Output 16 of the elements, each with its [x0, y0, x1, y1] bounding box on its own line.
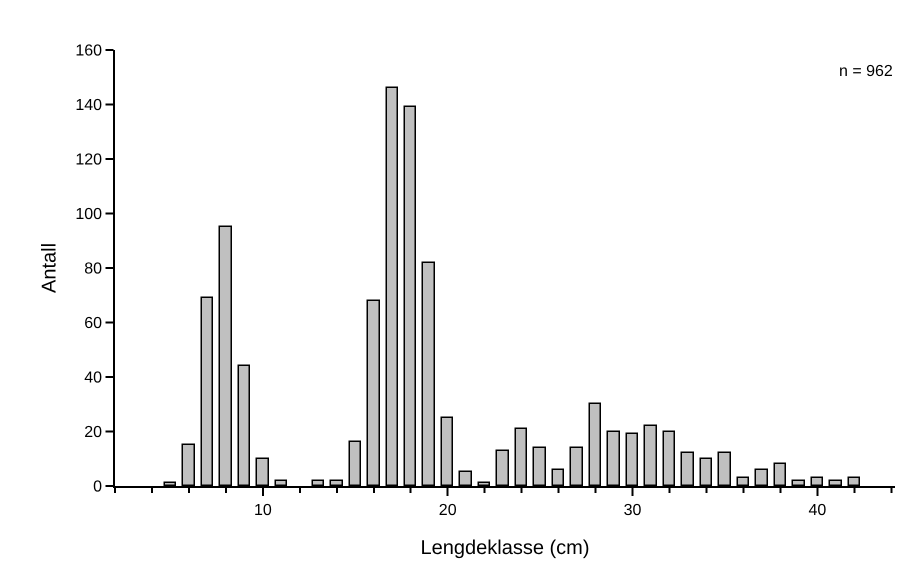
y-tick-label: 80	[84, 260, 102, 278]
annotation: n = 962	[839, 63, 893, 80]
x-tick-label: 10	[254, 502, 272, 519]
x-tick-label: 40	[808, 502, 826, 519]
x-axis-title: Lengdeklasse (cm)	[420, 536, 590, 559]
x-tick-label: 20	[438, 502, 457, 519]
y-tick-label: 0	[93, 478, 102, 496]
y-tick-label: 160	[75, 42, 102, 60]
y-tick-label: 20	[84, 424, 102, 442]
y-tick-label: 100	[75, 206, 102, 224]
y-tick-label: 60	[84, 315, 102, 332]
y-tick-label: 140	[75, 97, 102, 114]
y-axis-title: Antall	[38, 242, 60, 294]
x-tick-label: 30	[624, 502, 642, 519]
y-tick-label: 40	[84, 370, 102, 387]
y-tick-label: 120	[75, 152, 102, 169]
